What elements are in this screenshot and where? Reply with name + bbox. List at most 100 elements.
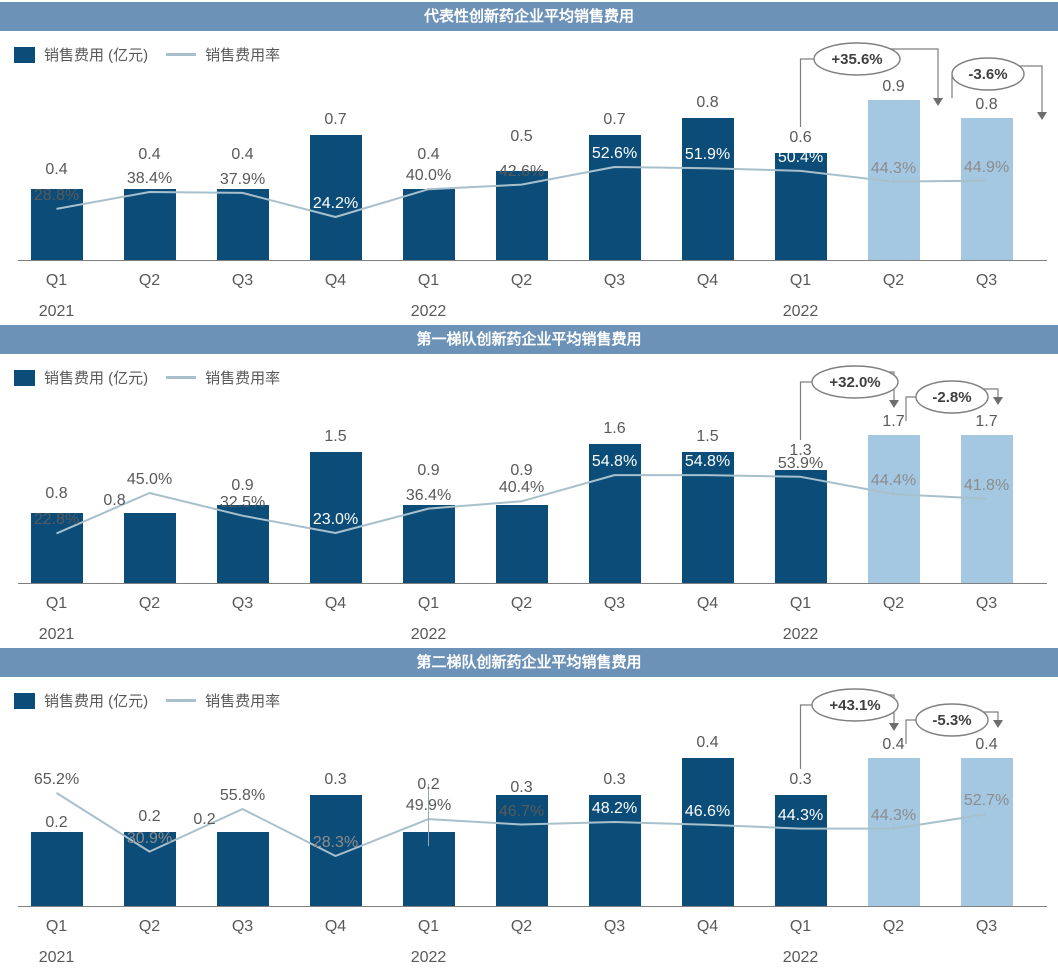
decline-bubble-label: -2.8% — [932, 389, 971, 406]
down-arrow-icon — [933, 98, 943, 106]
bar — [960, 435, 1013, 583]
bar — [123, 189, 176, 260]
annotation-connector — [888, 371, 895, 402]
x-axis-label: Q2 — [510, 272, 533, 289]
bar-value-label: 0.9 — [417, 462, 440, 479]
x-axis-label: Q1 — [789, 918, 812, 935]
line-pct-label: 48.2% — [591, 800, 638, 817]
bar-value-label: 1.5 — [696, 428, 719, 445]
line-pct-label: 52.6% — [591, 145, 638, 162]
x-axis-label: Q2 — [138, 918, 161, 935]
bar — [216, 189, 269, 260]
x-axis-label: Q3 — [603, 595, 626, 612]
chart-title-bar: 第二梯队创新药企业平均销售费用 — [0, 648, 1058, 677]
x-axis-year-label: 2022 — [410, 626, 447, 643]
line-pct-label: 40.4% — [498, 479, 545, 496]
x-axis-label: Q2 — [510, 595, 533, 612]
legend-bar-label: 销售费用 (亿元) — [44, 47, 149, 64]
x-axis-label: Q4 — [324, 272, 347, 289]
line-pct-label: 45.0% — [126, 471, 173, 488]
bar — [402, 832, 455, 906]
line-pct-label: 30.9% — [126, 830, 173, 847]
bar-value-label: 0.4 — [138, 146, 161, 163]
bar-value-label: 0.8 — [103, 492, 126, 509]
line-pct-label: 28.3% — [312, 834, 359, 851]
x-axis-year-label: 2022 — [782, 303, 819, 320]
x-axis-year-label: 2022 — [410, 303, 447, 320]
line-pct-label: 22.8% — [33, 511, 80, 528]
bar — [867, 758, 920, 906]
x-axis-label: Q3 — [231, 595, 254, 612]
bar-legend-swatch — [14, 369, 35, 386]
x-axis-label: Q3 — [975, 595, 998, 612]
bar-value-label: 0.3 — [603, 771, 626, 788]
bar — [774, 153, 827, 260]
bar-value-label: 0.7 — [603, 111, 626, 128]
legend: 销售费用 (亿元) 销售费用率 — [14, 690, 280, 711]
growth-bubble-label: +35.6% — [831, 51, 882, 68]
bar-value-label: 0.7 — [324, 111, 347, 128]
line-pct-label: 24.2% — [312, 195, 359, 212]
chart-section-representative: 代表性创新药企业平均销售费用 销售费用 (亿元) 销售费用率 0.4 0.4 0.4… — [0, 2, 1058, 324]
x-axis-label: Q4 — [696, 272, 719, 289]
growth-bubble — [813, 42, 901, 76]
x-axis-line — [18, 906, 1047, 907]
x-axis-label: Q1 — [417, 918, 440, 935]
bar — [867, 100, 920, 260]
x-axis-label: Q1 — [789, 595, 812, 612]
x-axis-year-label: 2021 — [38, 626, 75, 643]
annotation-connector — [980, 711, 999, 722]
x-axis-label: Q3 — [231, 918, 254, 935]
line-pct-label: 65.2% — [33, 771, 80, 788]
down-arrow-icon — [993, 397, 1003, 405]
decline-bubble-label: -5.3% — [932, 712, 971, 729]
bar-value-label: 0.2 — [193, 811, 216, 828]
line-pct-label: 36.4% — [405, 487, 452, 504]
x-axis-year-label: 2021 — [38, 949, 75, 966]
line-pct-label: 32.5% — [219, 494, 266, 511]
legend: 销售费用 (亿元) 销售费用率 — [14, 367, 280, 388]
bar-value-label: 0.4 — [231, 146, 254, 163]
bar — [123, 513, 176, 583]
x-axis-label: Q3 — [231, 272, 254, 289]
x-axis-year-label: 2022 — [410, 949, 447, 966]
bar — [681, 452, 734, 583]
growth-bubble — [811, 688, 899, 722]
growth-bubble-label: +43.1% — [829, 697, 880, 714]
x-axis-label: Q2 — [882, 918, 905, 935]
x-axis-line — [18, 583, 1047, 584]
down-arrow-icon — [889, 723, 899, 731]
bar-value-label: 0.4 — [882, 736, 905, 753]
x-axis-year-label: 2022 — [782, 949, 819, 966]
line-pct-label: 54.8% — [684, 453, 731, 470]
x-axis-label: Q2 — [138, 595, 161, 612]
bar — [960, 118, 1013, 260]
bar — [774, 470, 827, 583]
line-pct-label: 44.3% — [870, 807, 917, 824]
x-axis-label: Q1 — [417, 272, 440, 289]
line-pct-label: 46.7% — [498, 803, 545, 820]
bar — [681, 118, 734, 260]
decline-bubble — [915, 703, 989, 737]
annotation-connector — [888, 694, 895, 725]
bar-value-label: 1.7 — [882, 413, 905, 430]
legend-line-label: 销售费用率 — [205, 693, 281, 710]
x-axis-label: Q4 — [696, 595, 719, 612]
line-pct-label: 55.8% — [219, 787, 266, 804]
line-pct-label: 37.9% — [219, 171, 266, 188]
bar-value-label: 0.3 — [324, 771, 347, 788]
bar — [867, 435, 920, 583]
legend-bar-label: 销售费用 (亿元) — [44, 693, 149, 710]
bar-legend-swatch — [14, 46, 35, 63]
bar-value-label: 0.4 — [45, 161, 68, 178]
x-axis-label: Q2 — [138, 272, 161, 289]
plot-area: 0.8 0.8 0.9 1.5 0.9 0.9 1.6 1.5 1.3 1.7 1.7 22.8% 45… — [0, 325, 1058, 647]
x-axis-label: Q1 — [45, 595, 68, 612]
bar-value-label: 0.4 — [417, 146, 440, 163]
line-pct-label: 41.8% — [963, 477, 1010, 494]
legend-line-label: 销售费用率 — [205, 370, 281, 387]
bar-value-label: 0.2 — [45, 814, 68, 831]
line-legend-swatch — [166, 699, 197, 702]
x-axis-label: Q2 — [882, 272, 905, 289]
bar-legend-swatch — [14, 692, 35, 709]
